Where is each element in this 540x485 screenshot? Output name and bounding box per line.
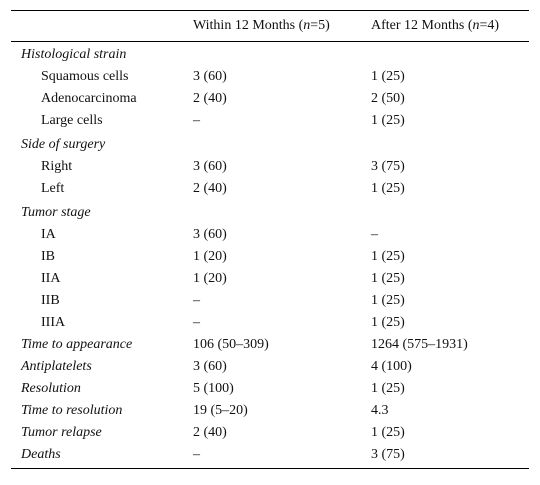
after-12-months-cell: 1 (25) bbox=[371, 315, 405, 330]
within-12-months-cell: 5 (100) bbox=[193, 381, 234, 396]
table-row: Adenocarcinoma 2 (40) 2 (50) bbox=[11, 88, 529, 110]
row-label: Histological strain bbox=[21, 47, 127, 62]
after-12-months-cell: 4 (100) bbox=[371, 359, 412, 374]
within-12-months-cell: – bbox=[193, 293, 200, 308]
after-12-months-cell: 2 (50) bbox=[371, 91, 405, 106]
within-12-months-cell: 2 (40) bbox=[193, 91, 227, 106]
within-12-months-cell: 19 (5–20) bbox=[193, 403, 248, 418]
data-table: Within 12 Months (n=5) After 12 Months (… bbox=[11, 10, 529, 469]
row-label: Squamous cells bbox=[41, 69, 129, 84]
row-label: IIA bbox=[41, 271, 61, 286]
header-rule bbox=[11, 41, 529, 42]
row-label: Antiplatelets bbox=[21, 359, 92, 374]
row-label: Large cells bbox=[41, 113, 103, 128]
row-label: IB bbox=[41, 249, 55, 264]
within-12-months-cell: 106 (50–309) bbox=[193, 337, 269, 352]
within-12-months-cell: – bbox=[193, 447, 200, 462]
section-header-row: Histological strain bbox=[11, 44, 529, 66]
within-12-months-cell: – bbox=[193, 315, 200, 330]
row-label: Resolution bbox=[21, 381, 81, 396]
row-label: Side of surgery bbox=[21, 137, 106, 152]
after-12-months-cell: 1 (25) bbox=[371, 113, 405, 128]
table-row: Right 3 (60) 3 (75) bbox=[11, 156, 529, 178]
within-12-months-cell: 3 (60) bbox=[193, 227, 227, 242]
row-label: Time to resolution bbox=[21, 403, 123, 418]
after-12-months-cell: 1 (25) bbox=[371, 381, 405, 396]
section-header-row: Side of surgery bbox=[11, 134, 529, 156]
table-row: IIA 1 (20) 1 (25) bbox=[11, 268, 529, 290]
after-12-months-cell: 1264 (575–1931) bbox=[371, 337, 468, 352]
table-row: Time to resolution 19 (5–20) 4.3 bbox=[11, 400, 529, 422]
header-col2: Within 12 Months (n=5) bbox=[193, 18, 330, 33]
table-row: IIB – 1 (25) bbox=[11, 290, 529, 312]
row-label: Deaths bbox=[21, 447, 61, 462]
row-label: IIIA bbox=[41, 315, 66, 330]
within-12-months-cell: 3 (60) bbox=[193, 69, 227, 84]
table-row: Antiplatelets 3 (60) 4 (100) bbox=[11, 356, 529, 378]
table-row: IIIA – 1 (25) bbox=[11, 312, 529, 334]
after-12-months-cell: 3 (75) bbox=[371, 159, 405, 174]
header-col3: After 12 Months (n=4) bbox=[371, 18, 500, 33]
within-12-months-cell: 1 (20) bbox=[193, 249, 227, 264]
within-12-months-cell: 2 (40) bbox=[193, 181, 227, 196]
table-row: Large cells – 1 (25) bbox=[11, 110, 529, 132]
section-header-row: Tumor stage bbox=[11, 202, 529, 224]
table-row: IB 1 (20) 1 (25) bbox=[11, 246, 529, 268]
table-row: Resolution 5 (100) 1 (25) bbox=[11, 378, 529, 400]
row-label: Adenocarcinoma bbox=[41, 91, 137, 106]
within-12-months-cell: 3 (60) bbox=[193, 159, 227, 174]
table-row: Tumor relapse 2 (40) 1 (25) bbox=[11, 422, 529, 444]
top-rule bbox=[11, 10, 529, 11]
after-12-months-cell: 4.3 bbox=[371, 403, 389, 418]
table-row: IA 3 (60) – bbox=[11, 224, 529, 246]
after-12-months-cell: – bbox=[371, 227, 378, 242]
within-12-months-cell: 1 (20) bbox=[193, 271, 227, 286]
row-label: IIB bbox=[41, 293, 60, 308]
table-row: Deaths – 3 (75) bbox=[11, 444, 529, 466]
table-header-row: Within 12 Months (n=5) After 12 Months (… bbox=[11, 11, 529, 41]
row-label: Left bbox=[41, 181, 65, 196]
after-12-months-cell: 1 (25) bbox=[371, 271, 405, 286]
row-label: IA bbox=[41, 227, 56, 242]
within-12-months-cell: 3 (60) bbox=[193, 359, 227, 374]
after-12-months-cell: 3 (75) bbox=[371, 447, 405, 462]
after-12-months-cell: 1 (25) bbox=[371, 249, 405, 264]
row-label: Tumor stage bbox=[21, 205, 91, 220]
after-12-months-cell: 1 (25) bbox=[371, 293, 405, 308]
within-12-months-cell: – bbox=[193, 113, 200, 128]
within-12-months-cell: 2 (40) bbox=[193, 425, 227, 440]
row-label: Tumor relapse bbox=[21, 425, 102, 440]
bottom-rule bbox=[11, 468, 529, 469]
row-label: Right bbox=[41, 159, 73, 174]
table-row: Time to appearance 106 (50–309) 1264 (575–… bbox=[11, 334, 529, 356]
table-body: Histological strain Squamous cells 3 (60) 1… bbox=[11, 42, 529, 466]
after-12-months-cell: 1 (25) bbox=[371, 425, 405, 440]
table-row: Left 2 (40) 1 (25) bbox=[11, 178, 529, 200]
after-12-months-cell: 1 (25) bbox=[371, 181, 405, 196]
row-label: Time to appearance bbox=[21, 337, 133, 352]
after-12-months-cell: 1 (25) bbox=[371, 69, 405, 84]
table-row: Squamous cells 3 (60) 1 (25) bbox=[11, 66, 529, 88]
